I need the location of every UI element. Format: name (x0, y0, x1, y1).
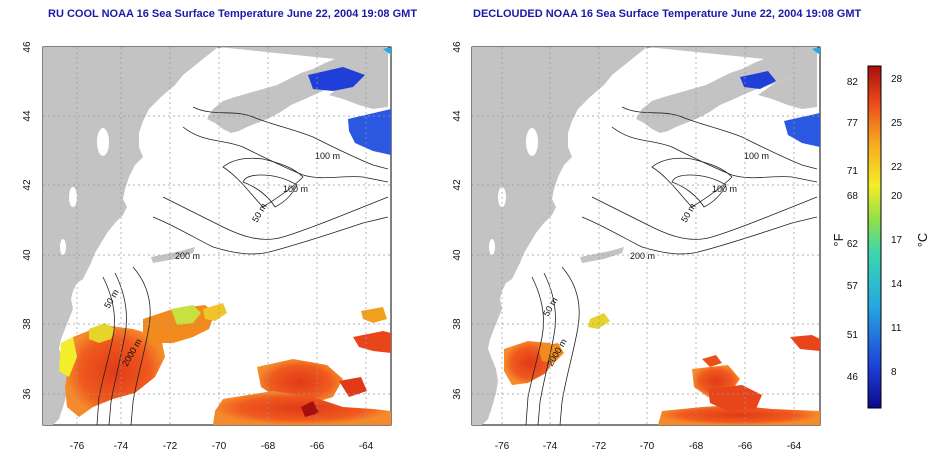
f-tick-label: 46 (847, 372, 859, 383)
left-gridlines (43, 47, 391, 425)
left-lon-ticks: -76 -74 -72 -70 -68 -66 -64 (70, 441, 374, 452)
lon-tick-label: -74 (114, 441, 129, 452)
right-lon-ticks: -76 -74 -72 -70 -68 -66 -64 (495, 441, 802, 452)
right-lat-ticks: 46 44 42 40 38 36 (452, 41, 463, 400)
lat-tick-label: 44 (22, 110, 33, 122)
lat-tick-label: 36 (452, 388, 463, 400)
lat-tick-label: 42 (452, 179, 463, 191)
lon-tick-label: -72 (163, 441, 178, 452)
c-tick-label: 28 (891, 74, 903, 85)
f-tick-label: 68 (847, 191, 859, 202)
c-tick-label: 14 (891, 279, 903, 290)
right-map: 100 m 100 m 50 m 200 m 50 m 2000 m (471, 46, 821, 426)
lon-tick-label: -72 (592, 441, 607, 452)
right-gridlines (472, 47, 820, 425)
lon-tick-label: -68 (261, 441, 276, 452)
f-tick-label: 62 (847, 239, 859, 250)
f-tick-label: 77 (847, 118, 859, 129)
colorbar-gradient (867, 65, 882, 409)
lon-tick-label: -68 (689, 441, 704, 452)
lon-tick-label: -76 (70, 441, 85, 452)
c-tick-label: 11 (891, 323, 902, 334)
lat-tick-label: 40 (452, 249, 463, 261)
colorbar: 82 77 71 68 62 57 51 46 28 25 22 20 17 1… (831, 65, 930, 409)
right-contour-label: 200 m (630, 251, 655, 261)
lat-tick-label: 38 (452, 318, 463, 330)
c-tick-label: 22 (891, 162, 903, 173)
lat-tick-label: 38 (22, 318, 33, 330)
lon-tick-label: -70 (640, 441, 655, 452)
lat-tick-label: 46 (452, 41, 463, 53)
lon-tick-label: -64 (359, 441, 374, 452)
left-map: 100 m 100 m 50 m 200 m 50 m 2000 m (42, 46, 392, 426)
lon-tick-label: -66 (310, 441, 325, 452)
lat-tick-label: 42 (22, 179, 33, 191)
f-tick-label: 51 (847, 330, 859, 341)
lat-tick-label: 40 (22, 249, 33, 261)
right-contour-label: 100 m (744, 151, 769, 161)
lon-tick-label: -70 (212, 441, 227, 452)
right-contour-label: 100 m (712, 184, 737, 194)
colorbar-c-ticks: 28 25 22 20 17 14 11 8 (891, 74, 903, 378)
c-tick-label: 25 (891, 118, 903, 129)
f-tick-label: 82 (847, 77, 859, 88)
lon-tick-label: -66 (738, 441, 753, 452)
lon-tick-label: -76 (495, 441, 510, 452)
left-lat-ticks: 46 44 42 40 38 36 (22, 41, 33, 400)
lat-tick-label: 44 (452, 110, 463, 122)
celsius-unit-label: °C (915, 233, 930, 248)
lon-tick-label: -64 (787, 441, 802, 452)
f-tick-label: 57 (847, 281, 859, 292)
left-contour-label: 100 m (283, 184, 308, 194)
c-tick-label: 17 (891, 235, 903, 246)
lat-tick-label: 46 (22, 41, 33, 53)
left-contour-label: 100 m (315, 151, 340, 161)
c-tick-label: 20 (891, 191, 903, 202)
right-sst-patches (504, 47, 820, 425)
fahrenheit-unit-label: °F (831, 233, 846, 246)
lon-tick-label: -74 (543, 441, 558, 452)
left-contour-label: 200 m (175, 251, 200, 261)
colorbar-f-ticks: 82 77 71 68 62 57 51 46 (847, 77, 859, 383)
lat-tick-label: 36 (22, 388, 33, 400)
c-tick-label: 8 (891, 367, 897, 378)
right-map-title: DECLOUDED NOAA 16 Sea Surface Temperatur… (473, 8, 862, 20)
f-tick-label: 71 (847, 166, 859, 177)
left-map-title: RU COOL NOAA 16 Sea Surface Temperature … (48, 8, 418, 20)
